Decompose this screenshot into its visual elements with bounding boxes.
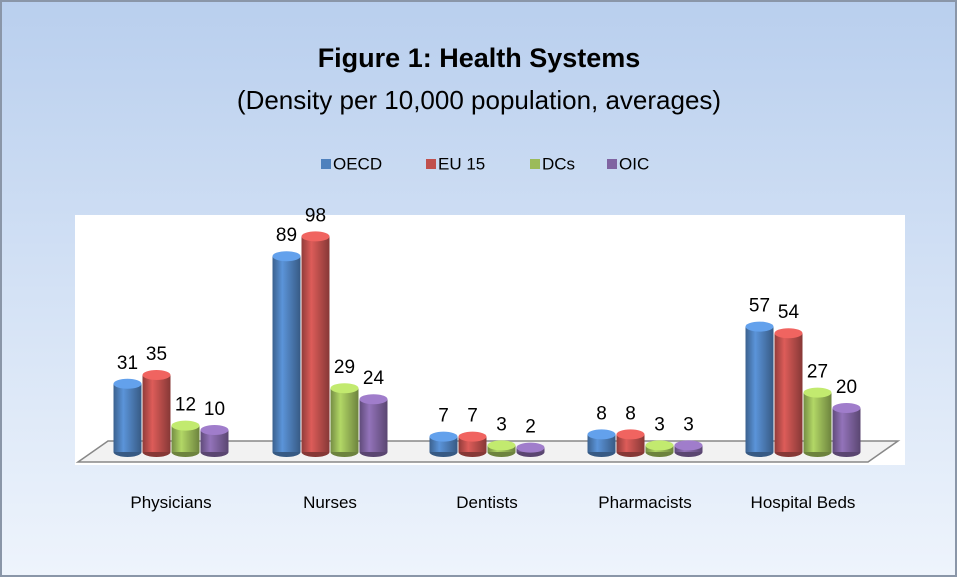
bar — [587, 434, 616, 452]
bar-top — [359, 394, 388, 405]
legend-swatch — [530, 159, 540, 169]
x-tick-label: Hospital Beds — [750, 493, 856, 512]
bar — [359, 394, 388, 457]
bar — [745, 321, 774, 457]
data-label: 35 — [146, 344, 167, 365]
bar — [200, 430, 229, 452]
x-tick-label: Nurses — [303, 493, 357, 512]
data-label: 10 — [204, 399, 225, 420]
data-label: 27 — [807, 362, 828, 383]
bar-top — [113, 378, 142, 389]
bar-top — [745, 321, 774, 332]
data-label: 57 — [749, 296, 770, 317]
bar — [458, 431, 487, 457]
data-label: 31 — [117, 353, 138, 374]
bar — [200, 425, 229, 457]
bar — [272, 251, 301, 457]
data-label: 20 — [836, 377, 857, 398]
bar-top — [587, 429, 616, 440]
bar-top — [774, 328, 803, 339]
bar — [616, 429, 645, 457]
legend-label: OIC — [619, 154, 649, 173]
bar — [142, 370, 171, 457]
bar — [171, 420, 200, 457]
bar-top — [272, 251, 301, 262]
data-label: 7 — [438, 406, 449, 427]
x-tick-label: Pharmacists — [598, 493, 692, 512]
data-label: 3 — [683, 414, 694, 435]
bar — [645, 440, 674, 457]
bar — [359, 399, 388, 452]
data-label: 8 — [625, 403, 636, 424]
bar-top — [803, 387, 832, 398]
x-tick-label: Physicians — [130, 493, 212, 512]
bar-top — [330, 383, 359, 394]
bar — [803, 387, 832, 457]
bar-top — [200, 425, 229, 435]
bar-top — [301, 231, 330, 242]
bar — [301, 236, 330, 452]
bar — [832, 408, 861, 452]
bar — [113, 383, 142, 452]
bar-top — [674, 440, 703, 451]
chart-title: Figure 1: Health Systems — [318, 43, 641, 73]
data-label: 24 — [363, 368, 385, 389]
bar-top — [832, 403, 861, 413]
bar — [745, 326, 774, 452]
bar — [587, 429, 616, 457]
chart-subtitle: (Density per 10,000 population, averages… — [237, 85, 721, 115]
data-label: 89 — [276, 225, 297, 246]
bar — [330, 383, 359, 457]
legend-swatch — [426, 159, 436, 169]
data-label: 29 — [334, 357, 355, 378]
data-label: 3 — [496, 414, 507, 435]
bar — [803, 392, 832, 452]
bar-top — [142, 370, 171, 380]
legend-label: EU 15 — [438, 154, 485, 173]
bar — [272, 256, 301, 452]
x-tick-label: Dentists — [456, 493, 518, 512]
bar — [429, 431, 458, 457]
data-label: 12 — [175, 395, 196, 416]
data-label: 7 — [467, 406, 478, 427]
legend-label: DCs — [542, 154, 575, 173]
legend-label: OECD — [333, 154, 382, 173]
bar-top — [487, 440, 516, 451]
data-label: 8 — [596, 403, 607, 424]
bar — [516, 442, 545, 457]
bar — [487, 440, 516, 457]
legend-swatch — [607, 159, 617, 169]
bar-top — [516, 442, 545, 453]
data-label: 54 — [778, 302, 800, 323]
data-label: 3 — [654, 414, 665, 435]
data-label: 98 — [305, 205, 326, 226]
bar-top — [645, 440, 674, 451]
bar — [774, 333, 803, 452]
legend-swatch — [321, 159, 331, 169]
bar — [113, 378, 142, 457]
bar — [674, 440, 703, 457]
bar — [832, 403, 861, 457]
bar-top — [171, 420, 200, 431]
bar-top — [616, 429, 645, 440]
bar — [142, 375, 171, 452]
bar — [330, 388, 359, 452]
bar — [616, 434, 645, 452]
bar-top — [429, 431, 458, 442]
data-label: 2 — [525, 417, 536, 438]
bar — [774, 328, 803, 457]
bar-top — [458, 431, 487, 442]
bar — [301, 231, 330, 457]
